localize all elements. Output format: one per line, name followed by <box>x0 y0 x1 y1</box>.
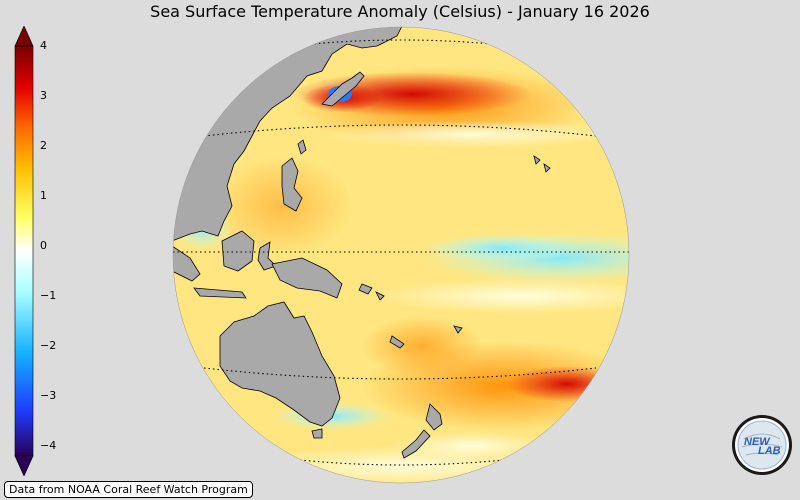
land-hawaii <box>533 155 551 173</box>
globe-map <box>172 26 630 484</box>
colorbar-tick-label: −1 <box>40 289 57 302</box>
land-new-guinea <box>271 257 343 299</box>
land-borneo <box>221 230 255 272</box>
data-credit: Data from NOAA Coral Reef Watch Program <box>4 481 253 498</box>
land-fiji <box>453 325 463 334</box>
colorbar-tick-label: 4 <box>40 39 47 52</box>
colorbar-tick-label: 1 <box>40 189 47 202</box>
colorbar <box>14 26 34 476</box>
warm-anomaly-coral-sea <box>362 316 482 376</box>
colorbar-tick-label: 2 <box>40 139 47 152</box>
land-new-caledonia <box>389 335 405 349</box>
colorbar-tick-label: 0 <box>40 239 47 252</box>
logo-text-bottom: LAB <box>758 445 781 457</box>
land-solomon-islands <box>358 283 385 301</box>
map-title: Sea Surface Temperature Anomaly (Celsius… <box>150 2 650 21</box>
globe-outline <box>172 26 630 484</box>
colorbar-tick-label: −2 <box>40 339 57 352</box>
land-japan <box>321 71 365 107</box>
land-taiwan <box>297 139 307 155</box>
logo-text-top: NEW <box>744 436 771 448</box>
colorbar-top-arrow <box>14 26 34 47</box>
warm-anomaly-western-pacific <box>212 156 352 256</box>
land-tasmania <box>311 428 323 439</box>
land-philippines <box>281 157 303 212</box>
land-new-zealand-south <box>401 429 431 459</box>
pale-anomaly-far-south <box>392 432 552 460</box>
colorbar-bottom-arrow <box>14 455 34 476</box>
colorbar-tick-label: −3 <box>40 389 57 402</box>
lab-logo: NEW LAB <box>732 415 792 475</box>
cool-anomaly-equatorial-central <box>422 234 582 262</box>
land-australia <box>219 301 341 427</box>
colorbar-tick-label: 3 <box>40 89 47 102</box>
cool-band-30n <box>322 120 622 148</box>
land-sumatra <box>173 245 201 282</box>
colorbar-tick-label: −4 <box>40 439 57 452</box>
land-new-zealand-north <box>425 403 443 431</box>
hot-anomaly-south-pacific <box>507 366 627 402</box>
colorbar-gradient <box>14 45 34 457</box>
pale-band-south-equator <box>372 278 629 314</box>
land-java <box>193 287 247 299</box>
